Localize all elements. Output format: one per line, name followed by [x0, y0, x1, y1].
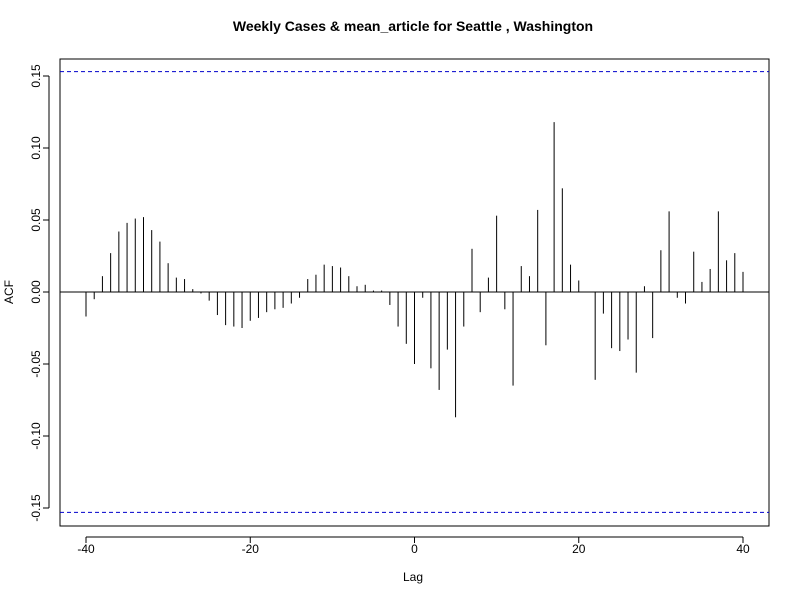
y-tick-label: -0.10 — [29, 422, 43, 450]
x-axis: -40 -20 0 20 40 — [77, 536, 750, 556]
acf-bars — [85, 122, 744, 418]
x-tick-label: -20 — [242, 542, 260, 556]
confidence-band — [60, 71, 769, 513]
y-tick-label: 0.05 — [29, 208, 43, 232]
y-tick-label: 0.00 — [29, 280, 43, 304]
y-tick-label: -0.05 — [29, 350, 43, 378]
chart-title: Weekly Cases & mean_article for Seattle … — [233, 18, 593, 34]
y-tick-label: 0.10 — [29, 136, 43, 160]
y-tick-label: 0.15 — [29, 64, 43, 88]
y-axis-label: ACF — [2, 280, 16, 304]
x-tick-label: 20 — [572, 542, 586, 556]
y-axis: -0.15 -0.10 -0.05 0.00 0.05 0.10 0.15 — [29, 64, 50, 522]
x-tick-label: -40 — [77, 542, 95, 556]
x-tick-label: 0 — [411, 542, 418, 556]
y-tick-label: -0.15 — [29, 494, 43, 522]
x-tick-label: 40 — [736, 542, 750, 556]
x-axis-label: Lag — [403, 570, 423, 584]
